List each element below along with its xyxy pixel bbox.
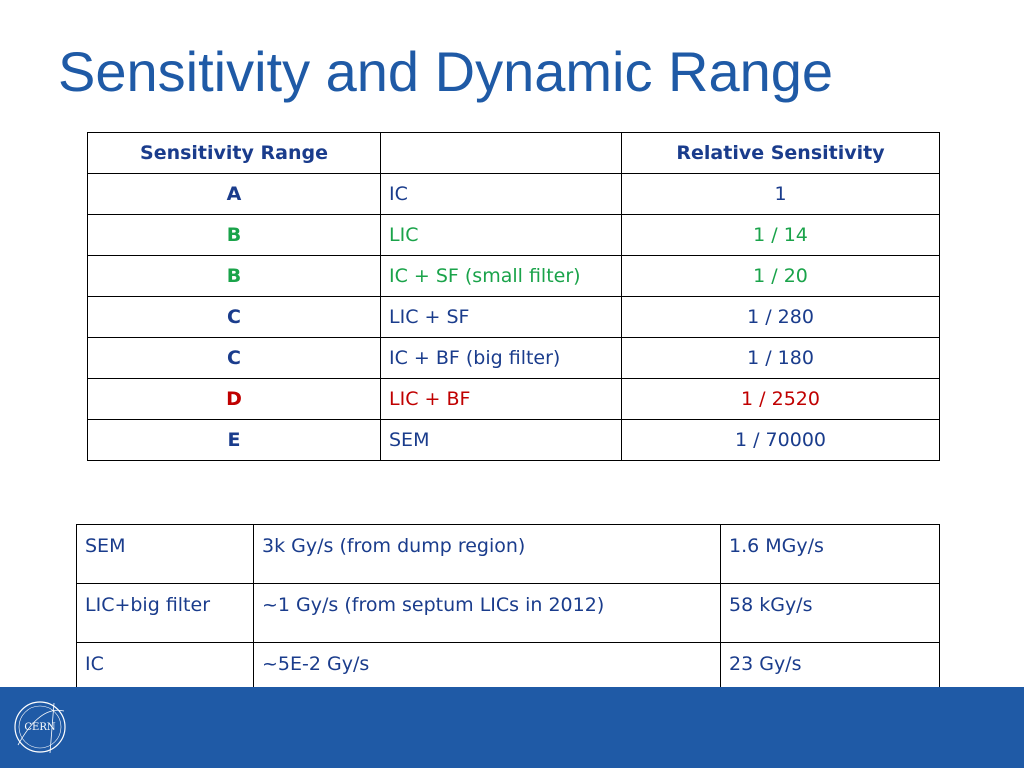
range-cell: B <box>87 255 381 297</box>
sensitivity-cell: 1 / 14 <box>621 214 940 256</box>
header-configuration <box>380 132 622 174</box>
config-cell: LIC + BF <box>380 378 622 420</box>
table-row: E SEM 1 / 70000 <box>87 419 940 461</box>
table-row: C LIC + SF 1 / 280 <box>87 296 940 338</box>
table-header-row: Sensitivity Range Relative Sensitivity <box>87 132 940 174</box>
config-cell: IC + BF (big filter) <box>380 337 622 379</box>
range-cell: C <box>87 296 381 338</box>
range-cell: A <box>87 173 381 215</box>
header-sensitivity-range: Sensitivity Range <box>87 132 381 174</box>
range-cell: B <box>87 214 381 256</box>
table-row: C IC + BF (big filter) 1 / 180 <box>87 337 940 379</box>
detector-cell: SEM <box>76 524 254 584</box>
range-cell: E <box>87 419 381 461</box>
header-relative-sensitivity: Relative Sensitivity <box>621 132 940 174</box>
max-rate-cell: 58 kGy/s <box>720 583 940 643</box>
sensitivity-cell: 1 / 180 <box>621 337 940 379</box>
table-row: A IC 1 <box>87 173 940 215</box>
config-cell: SEM <box>380 419 622 461</box>
sensitivity-cell: 1 <box>621 173 940 215</box>
table-row: B IC + SF (small filter) 1 / 20 <box>87 255 940 297</box>
page-title: Sensitivity and Dynamic Range <box>58 40 834 103</box>
dose-rate-table: SEM 3k Gy/s (from dump region) 1.6 MGy/s… <box>76 524 940 702</box>
config-cell: LIC <box>380 214 622 256</box>
range-cell: C <box>87 337 381 379</box>
sensitivity-cell: 1 / 280 <box>621 296 940 338</box>
sensitivity-table: Sensitivity Range Relative Sensitivity A… <box>87 132 940 461</box>
table-row: SEM 3k Gy/s (from dump region) 1.6 MGy/s <box>76 524 940 584</box>
cern-logo-icon: CERN <box>14 701 66 754</box>
range-cell: D <box>87 378 381 420</box>
table-row: D LIC + BF 1 / 2520 <box>87 378 940 420</box>
sensitivity-cell: 1 / 20 <box>621 255 940 297</box>
config-cell: IC <box>380 173 622 215</box>
footer-bar <box>0 687 1024 768</box>
detector-cell: LIC+big filter <box>76 583 254 643</box>
table-row: B LIC 1 / 14 <box>87 214 940 256</box>
sensitivity-cell: 1 / 2520 <box>621 378 940 420</box>
rate-cell: 3k Gy/s (from dump region) <box>253 524 721 584</box>
max-rate-cell: 1.6 MGy/s <box>720 524 940 584</box>
sensitivity-cell: 1 / 70000 <box>621 419 940 461</box>
config-cell: LIC + SF <box>380 296 622 338</box>
logo-text: CERN <box>24 722 55 733</box>
rate-cell: ~1 Gy/s (from septum LICs in 2012) <box>253 583 721 643</box>
table-row: LIC+big filter ~1 Gy/s (from septum LICs… <box>76 583 940 643</box>
config-cell: IC + SF (small filter) <box>380 255 622 297</box>
